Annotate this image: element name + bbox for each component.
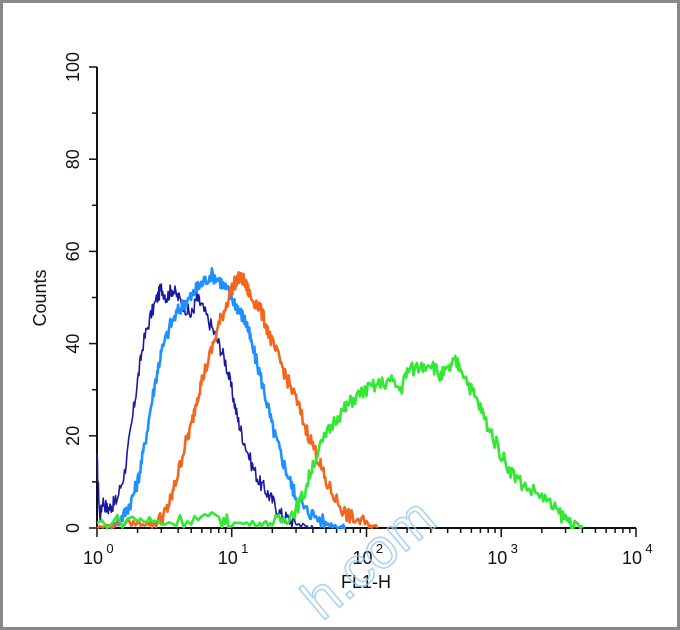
x-tick-exponent: 1 [241, 541, 248, 556]
x-tick-label: 10 [83, 548, 103, 568]
x-tick-exponent: 2 [376, 541, 383, 556]
x-tick-label: 10 [622, 548, 642, 568]
x-tick-exponent: 3 [511, 541, 518, 556]
y-tick-label: 40 [63, 334, 83, 354]
x-tick-label: 10 [218, 548, 238, 568]
watermark-text: h.com [289, 485, 446, 630]
y-tick-label: 20 [63, 426, 83, 446]
x-tick-exponent: 0 [106, 541, 113, 556]
y-axis-title: Counts [30, 269, 50, 326]
y-tick-label: 80 [63, 149, 83, 169]
y-tick-label: 100 [63, 52, 83, 82]
x-ticks: 10 0 10 1 10 2 10 3 10 4 [83, 528, 653, 568]
x-tick-exponent: 4 [645, 541, 652, 556]
y-tick-label: 0 [63, 523, 83, 533]
series-line-1 [96, 283, 314, 529]
series-line-2 [106, 267, 346, 530]
series-line-3 [96, 271, 379, 530]
x-tick-label: 10 [487, 548, 507, 568]
series-layer [96, 267, 584, 530]
y-ticks: 0 20 40 60 80 100 [63, 52, 97, 533]
x-tick-label: 10 [352, 548, 372, 568]
series-line-4 [96, 354, 584, 530]
y-tick-label: 60 [63, 241, 83, 261]
x-axis-title: FL1-H [341, 572, 391, 592]
